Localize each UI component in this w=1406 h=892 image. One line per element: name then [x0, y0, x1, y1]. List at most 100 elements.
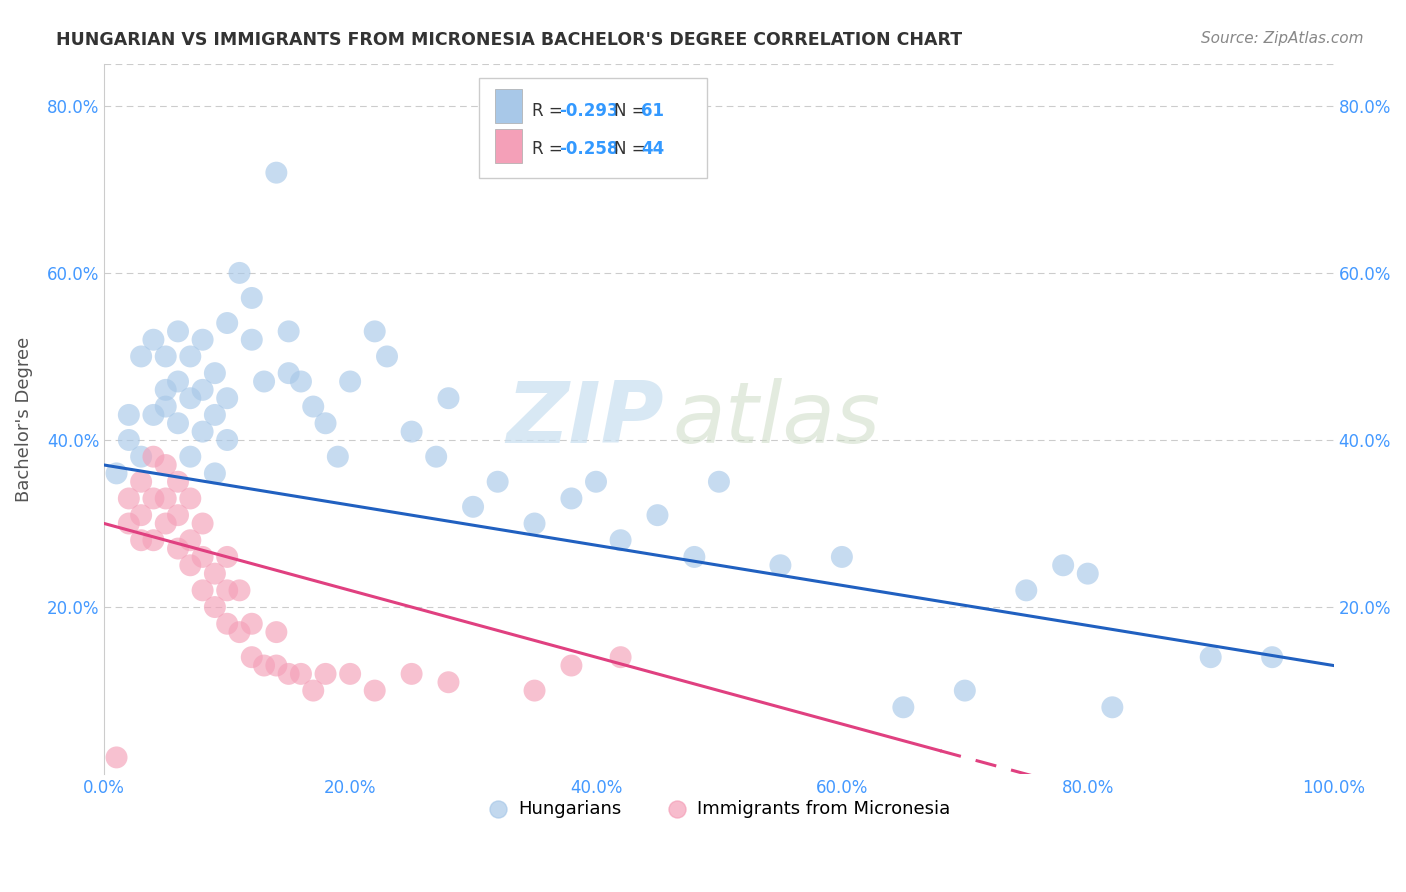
Point	[290, 666, 312, 681]
Point	[129, 508, 152, 523]
Point	[142, 408, 165, 422]
FancyBboxPatch shape	[495, 129, 522, 163]
Text: 44: 44	[641, 140, 665, 158]
Point	[167, 541, 190, 556]
Point	[217, 583, 239, 598]
Point	[437, 675, 460, 690]
Point	[191, 583, 214, 598]
Point	[425, 450, 447, 464]
Text: ZIP: ZIP	[506, 377, 664, 460]
Point	[167, 325, 190, 339]
Point	[302, 400, 325, 414]
Point	[204, 600, 226, 615]
Point	[179, 558, 201, 573]
Point	[191, 549, 214, 564]
Point	[167, 417, 190, 431]
Text: 61: 61	[641, 102, 665, 120]
Point	[266, 625, 288, 640]
Point	[105, 467, 128, 481]
Text: -0.293: -0.293	[560, 102, 619, 120]
Text: Source: ZipAtlas.com: Source: ZipAtlas.com	[1201, 31, 1364, 46]
Point	[204, 467, 226, 481]
Point	[179, 350, 201, 364]
Point	[228, 583, 250, 598]
Point	[339, 375, 361, 389]
Point	[364, 683, 387, 698]
Point	[266, 658, 288, 673]
Point	[191, 516, 214, 531]
Point	[155, 400, 177, 414]
Legend: Hungarians, Immigrants from Micronesia: Hungarians, Immigrants from Micronesia	[481, 793, 957, 825]
FancyBboxPatch shape	[495, 89, 522, 123]
Point	[486, 475, 509, 489]
Text: -0.258: -0.258	[560, 140, 619, 158]
Point	[155, 383, 177, 397]
Point	[129, 450, 152, 464]
Point	[105, 750, 128, 764]
Point	[155, 491, 177, 506]
Point	[118, 491, 141, 506]
Point	[831, 549, 853, 564]
Point	[315, 417, 337, 431]
Text: R =: R =	[531, 102, 568, 120]
Point	[191, 333, 214, 347]
Point	[683, 549, 706, 564]
Point	[1015, 583, 1038, 598]
Point	[326, 450, 349, 464]
Point	[217, 316, 239, 330]
Point	[191, 425, 214, 439]
Point	[167, 508, 190, 523]
Point	[142, 333, 165, 347]
Point	[240, 333, 263, 347]
Point	[118, 408, 141, 422]
Point	[277, 366, 299, 380]
Point	[523, 683, 546, 698]
Point	[167, 475, 190, 489]
Text: N =: N =	[614, 140, 651, 158]
Point	[560, 658, 582, 673]
Point	[1077, 566, 1099, 581]
Point	[179, 391, 201, 405]
Point	[118, 433, 141, 447]
Point	[1261, 650, 1284, 665]
Point	[179, 533, 201, 548]
Point	[560, 491, 582, 506]
Point	[953, 683, 976, 698]
Point	[228, 266, 250, 280]
Point	[1101, 700, 1123, 714]
Point	[204, 408, 226, 422]
Point	[129, 350, 152, 364]
Point	[142, 450, 165, 464]
Text: HUNGARIAN VS IMMIGRANTS FROM MICRONESIA BACHELOR'S DEGREE CORRELATION CHART: HUNGARIAN VS IMMIGRANTS FROM MICRONESIA …	[56, 31, 962, 49]
Point	[1052, 558, 1074, 573]
Point	[204, 366, 226, 380]
Point	[1199, 650, 1222, 665]
Point	[155, 350, 177, 364]
Point	[217, 391, 239, 405]
Point	[707, 475, 730, 489]
Point	[461, 500, 484, 514]
Point	[217, 549, 239, 564]
Point	[277, 325, 299, 339]
Point	[401, 425, 423, 439]
Point	[266, 166, 288, 180]
Point	[891, 700, 914, 714]
Point	[217, 433, 239, 447]
Point	[155, 516, 177, 531]
Point	[118, 516, 141, 531]
Text: N =: N =	[614, 102, 651, 120]
Point	[240, 650, 263, 665]
Point	[315, 666, 337, 681]
Point	[302, 683, 325, 698]
Point	[179, 491, 201, 506]
Point	[129, 533, 152, 548]
FancyBboxPatch shape	[479, 78, 707, 178]
Y-axis label: Bachelor's Degree: Bachelor's Degree	[15, 336, 32, 501]
Point	[179, 450, 201, 464]
Point	[253, 375, 276, 389]
Point	[437, 391, 460, 405]
Point	[277, 666, 299, 681]
Point	[253, 658, 276, 673]
Point	[609, 533, 631, 548]
Point	[364, 325, 387, 339]
